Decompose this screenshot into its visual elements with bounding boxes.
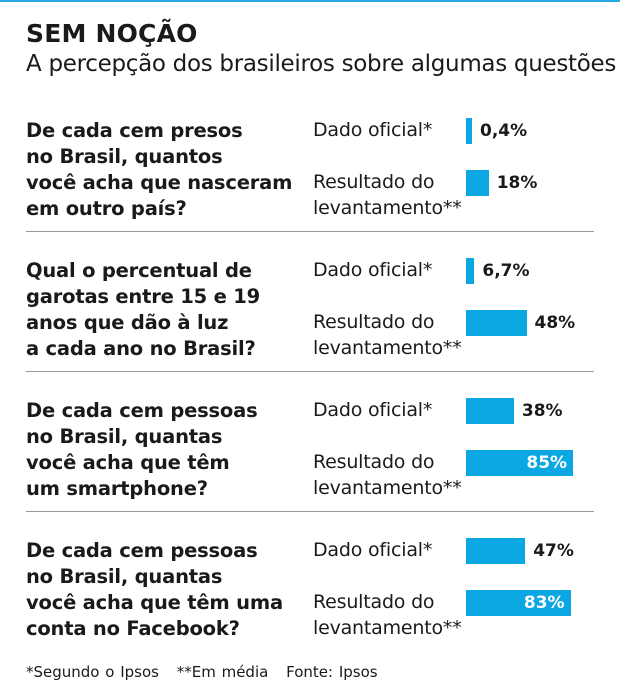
official-value: 0,4%: [480, 121, 528, 141]
question-text: De cada cem presos no Brasil, quantos vo…: [26, 119, 293, 220]
official-value: 6,7%: [482, 261, 530, 281]
survey-label: Resultado do levantamento**: [313, 171, 462, 219]
section-divider: [26, 511, 594, 512]
survey-label: Resultado do levantamento**: [313, 311, 462, 359]
question-section: Qual o percentual de garotas entre 15 e …: [0, 258, 620, 398]
official-bar: [466, 538, 526, 564]
question-section: De cada cem presos no Brasil, quantos vo…: [0, 118, 620, 258]
survey-label: Resultado do levantamento**: [313, 591, 462, 639]
chart-title: SEM NOÇÃO: [26, 19, 198, 48]
question-text: Qual o percentual de garotas entre 15 e …: [26, 259, 260, 360]
official-bar: [466, 258, 475, 284]
official-label: Dado oficial*: [313, 259, 433, 281]
official-label: Dado oficial*: [313, 119, 433, 141]
question-text: De cada cem pessoas no Brasil, quantas v…: [26, 539, 283, 640]
footer: *Segundo o Ipsos **Em média Fonte: Ipsos: [26, 662, 390, 682]
footnote-official: *Segundo o Ipsos: [26, 663, 159, 681]
section-divider: [26, 231, 594, 232]
survey-value: 85%: [526, 453, 568, 473]
chart-subtitle: A percepção dos brasileiros sobre alguma…: [26, 51, 617, 77]
survey-bar: [466, 450, 574, 476]
official-label: Dado oficial*: [313, 539, 433, 561]
official-bar: [466, 398, 514, 424]
official-bar: [466, 118, 472, 144]
question-section: De cada cem pessoas no Brasil, quantas v…: [0, 538, 620, 678]
survey-value: 18%: [496, 173, 538, 193]
survey-label: Resultado do levantamento**: [313, 451, 462, 499]
survey-value: 83%: [523, 593, 565, 613]
footnote-average: **Em média: [176, 663, 269, 681]
question-section: De cada cem pessoas no Brasil, quantas v…: [0, 398, 620, 538]
top-rule: [0, 0, 620, 2]
official-value: 38%: [521, 401, 563, 421]
official-label: Dado oficial*: [313, 399, 433, 421]
survey-bar: [466, 170, 489, 196]
source-note: Fonte: Ipsos: [286, 663, 378, 681]
section-divider: [26, 371, 594, 372]
official-value: 47%: [533, 541, 574, 561]
survey-bar: [466, 590, 571, 616]
question-text: De cada cem pessoas no Brasil, quantas v…: [26, 399, 258, 500]
survey-value: 48%: [534, 313, 576, 333]
survey-bar: [466, 310, 527, 336]
